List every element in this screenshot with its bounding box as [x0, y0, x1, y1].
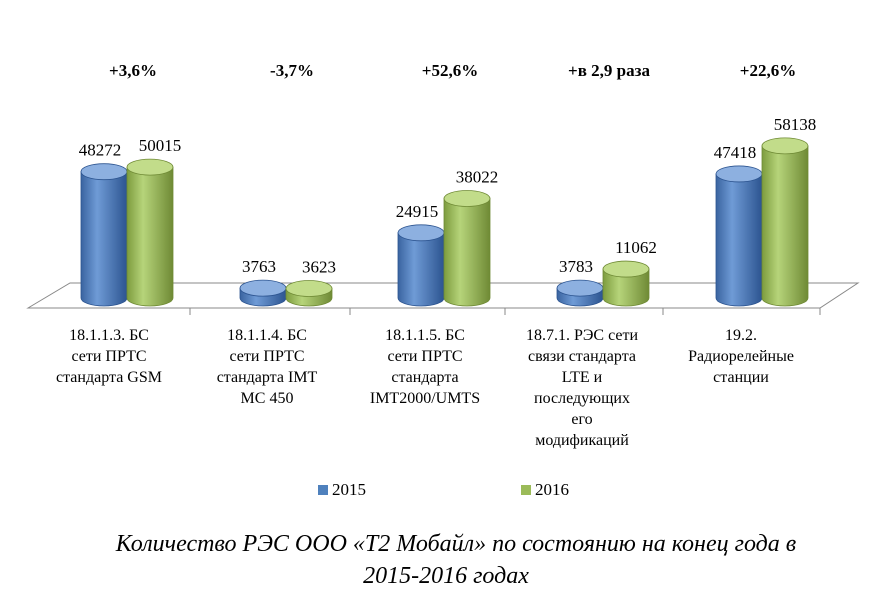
- bar-2016-2: [285, 280, 333, 307]
- value-label-2015-3: 24915: [396, 202, 439, 221]
- legend-item-2016: 2016: [521, 480, 569, 500]
- bar-top: [285, 280, 333, 297]
- value-label-2016-5: 58138: [774, 115, 817, 134]
- bar-body: [443, 198, 491, 307]
- bar-body: [761, 145, 809, 307]
- bar-top: [443, 190, 491, 207]
- change-label-5: +22,6%: [740, 61, 796, 80]
- bar-2015-2: [239, 279, 287, 307]
- category-label-line: стандарта: [391, 369, 459, 386]
- chart: 48272 50015 +3,6% 3763 3623 -3,7% 24915 38022 +5…: [26, 61, 860, 315]
- caption-line-2: 2015-2016 годах: [363, 563, 529, 589]
- bar-top: [761, 137, 809, 155]
- legend-swatch-2015: [318, 485, 328, 495]
- category-label-line: сети ПРТС: [71, 348, 147, 365]
- category-label-line: LTE и: [561, 369, 603, 386]
- bar-top: [126, 158, 174, 176]
- category-label-line: станции: [713, 369, 769, 386]
- legend-label-2016: 2016: [535, 480, 569, 499]
- value-label-2016-3: 38022: [456, 168, 499, 187]
- category-label-line: сети ПРТС: [387, 348, 463, 365]
- bar-2015-4: [556, 279, 604, 307]
- category-label-5: 19.2. Радиорелейные станции: [666, 325, 816, 388]
- figure-caption: Количество РЭС ООО «Т2 Мобайл» по состоя…: [0, 528, 892, 592]
- bar-2016-4: [602, 260, 650, 307]
- bar-body: [602, 268, 650, 307]
- bar-body: [397, 232, 445, 307]
- category-label-4: 18.7.1. РЭС сети связи стандарта LTE и посл…: [507, 325, 657, 451]
- category-label-1: 18.1.1.3. БС сети ПРТС стандарта GSM: [34, 325, 184, 388]
- category-label-2: 18.1.1.4. БС сети ПРТС стандарта IMT MC 450: [192, 325, 342, 409]
- bar-2016-5: [761, 137, 809, 307]
- category-label-line: IMT2000/UMTS: [369, 390, 481, 407]
- category-label-line: Радиорелейные: [688, 348, 794, 365]
- value-label-2015-4: 3783: [559, 257, 593, 276]
- change-label-3: +52,6%: [422, 61, 478, 80]
- bar-body: [80, 171, 128, 307]
- bar-top: [80, 163, 128, 181]
- caption-line-1: Количество РЭС ООО «Т2 Мобайл» по состоя…: [115, 531, 797, 557]
- category-label-line: последующих: [534, 390, 630, 407]
- bar-body: [715, 173, 763, 307]
- category-label-line: 18.1.1.5. БС: [385, 327, 465, 344]
- bar-2016-1: [126, 158, 174, 307]
- category-label-line: связи стандарта: [528, 348, 636, 365]
- category-label-line: 18.1.1.4. БС: [227, 327, 307, 344]
- bar-2015-5: [715, 165, 763, 307]
- bar-top: [602, 260, 650, 278]
- bar-2015-1: [80, 163, 128, 307]
- category-label-line: стандарта IMT: [216, 369, 318, 386]
- change-label-1: +3,6%: [109, 61, 157, 80]
- bar-2015-3: [397, 224, 445, 307]
- value-label-2016-4: 11062: [615, 238, 657, 257]
- category-label-3: 18.1.1.5. БС сети ПРТС стандарта IMT2000/UM…: [350, 325, 500, 409]
- category-label-line: MC 450: [240, 390, 294, 407]
- change-label-2: -3,7%: [270, 61, 314, 80]
- legend-label-2015: 2015: [332, 480, 366, 499]
- bar-top: [715, 165, 763, 183]
- bars: [80, 137, 809, 307]
- legend-item-2015: 2015: [318, 480, 366, 500]
- value-label-2016-1: 50015: [139, 136, 182, 155]
- value-label-2015-2: 3763: [242, 257, 276, 276]
- bar-top: [397, 224, 445, 242]
- bar-top: [239, 279, 287, 297]
- bar-2016-3: [443, 190, 491, 307]
- category-label-line: его: [571, 411, 593, 428]
- category-label-line: 18.1.1.3. БС: [69, 327, 149, 344]
- bar-top: [556, 279, 604, 297]
- change-label-4: +в 2,9 раза: [568, 61, 650, 80]
- legend-swatch-2016: [521, 485, 531, 495]
- data-labels: 48272 50015 +3,6% 3763 3623 -3,7% 24915 38022 +5…: [79, 61, 817, 277]
- value-label-2016-2: 3623: [302, 258, 336, 277]
- category-label-line: стандарта GSM: [56, 369, 162, 386]
- category-label-line: модификаций: [535, 432, 629, 449]
- category-label-line: 19.2.: [725, 327, 757, 344]
- value-label-2015-5: 47418: [714, 143, 757, 162]
- category-label-line: сети ПРТС: [229, 348, 305, 365]
- bar-body: [126, 166, 174, 307]
- category-label-line: 18.7.1. РЭС сети: [525, 327, 639, 344]
- value-label-2015-1: 48272: [79, 141, 122, 160]
